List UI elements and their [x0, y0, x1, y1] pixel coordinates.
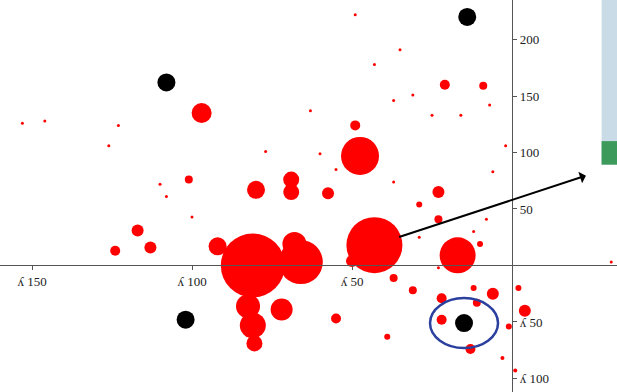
svg-text:ʎ 150: ʎ 150 — [17, 274, 46, 289]
svg-text:200: 200 — [520, 32, 540, 47]
svg-text:150: 150 — [520, 89, 540, 104]
svg-text:50: 50 — [520, 202, 533, 217]
svg-text:ʎ 100: ʎ 100 — [520, 371, 549, 386]
svg-text:ʎ 100: ʎ 100 — [177, 274, 206, 289]
svg-text:100: 100 — [520, 145, 540, 160]
svg-text:ʎ 50: ʎ 50 — [520, 315, 543, 330]
svg-text:ʎ 50: ʎ 50 — [341, 274, 364, 289]
